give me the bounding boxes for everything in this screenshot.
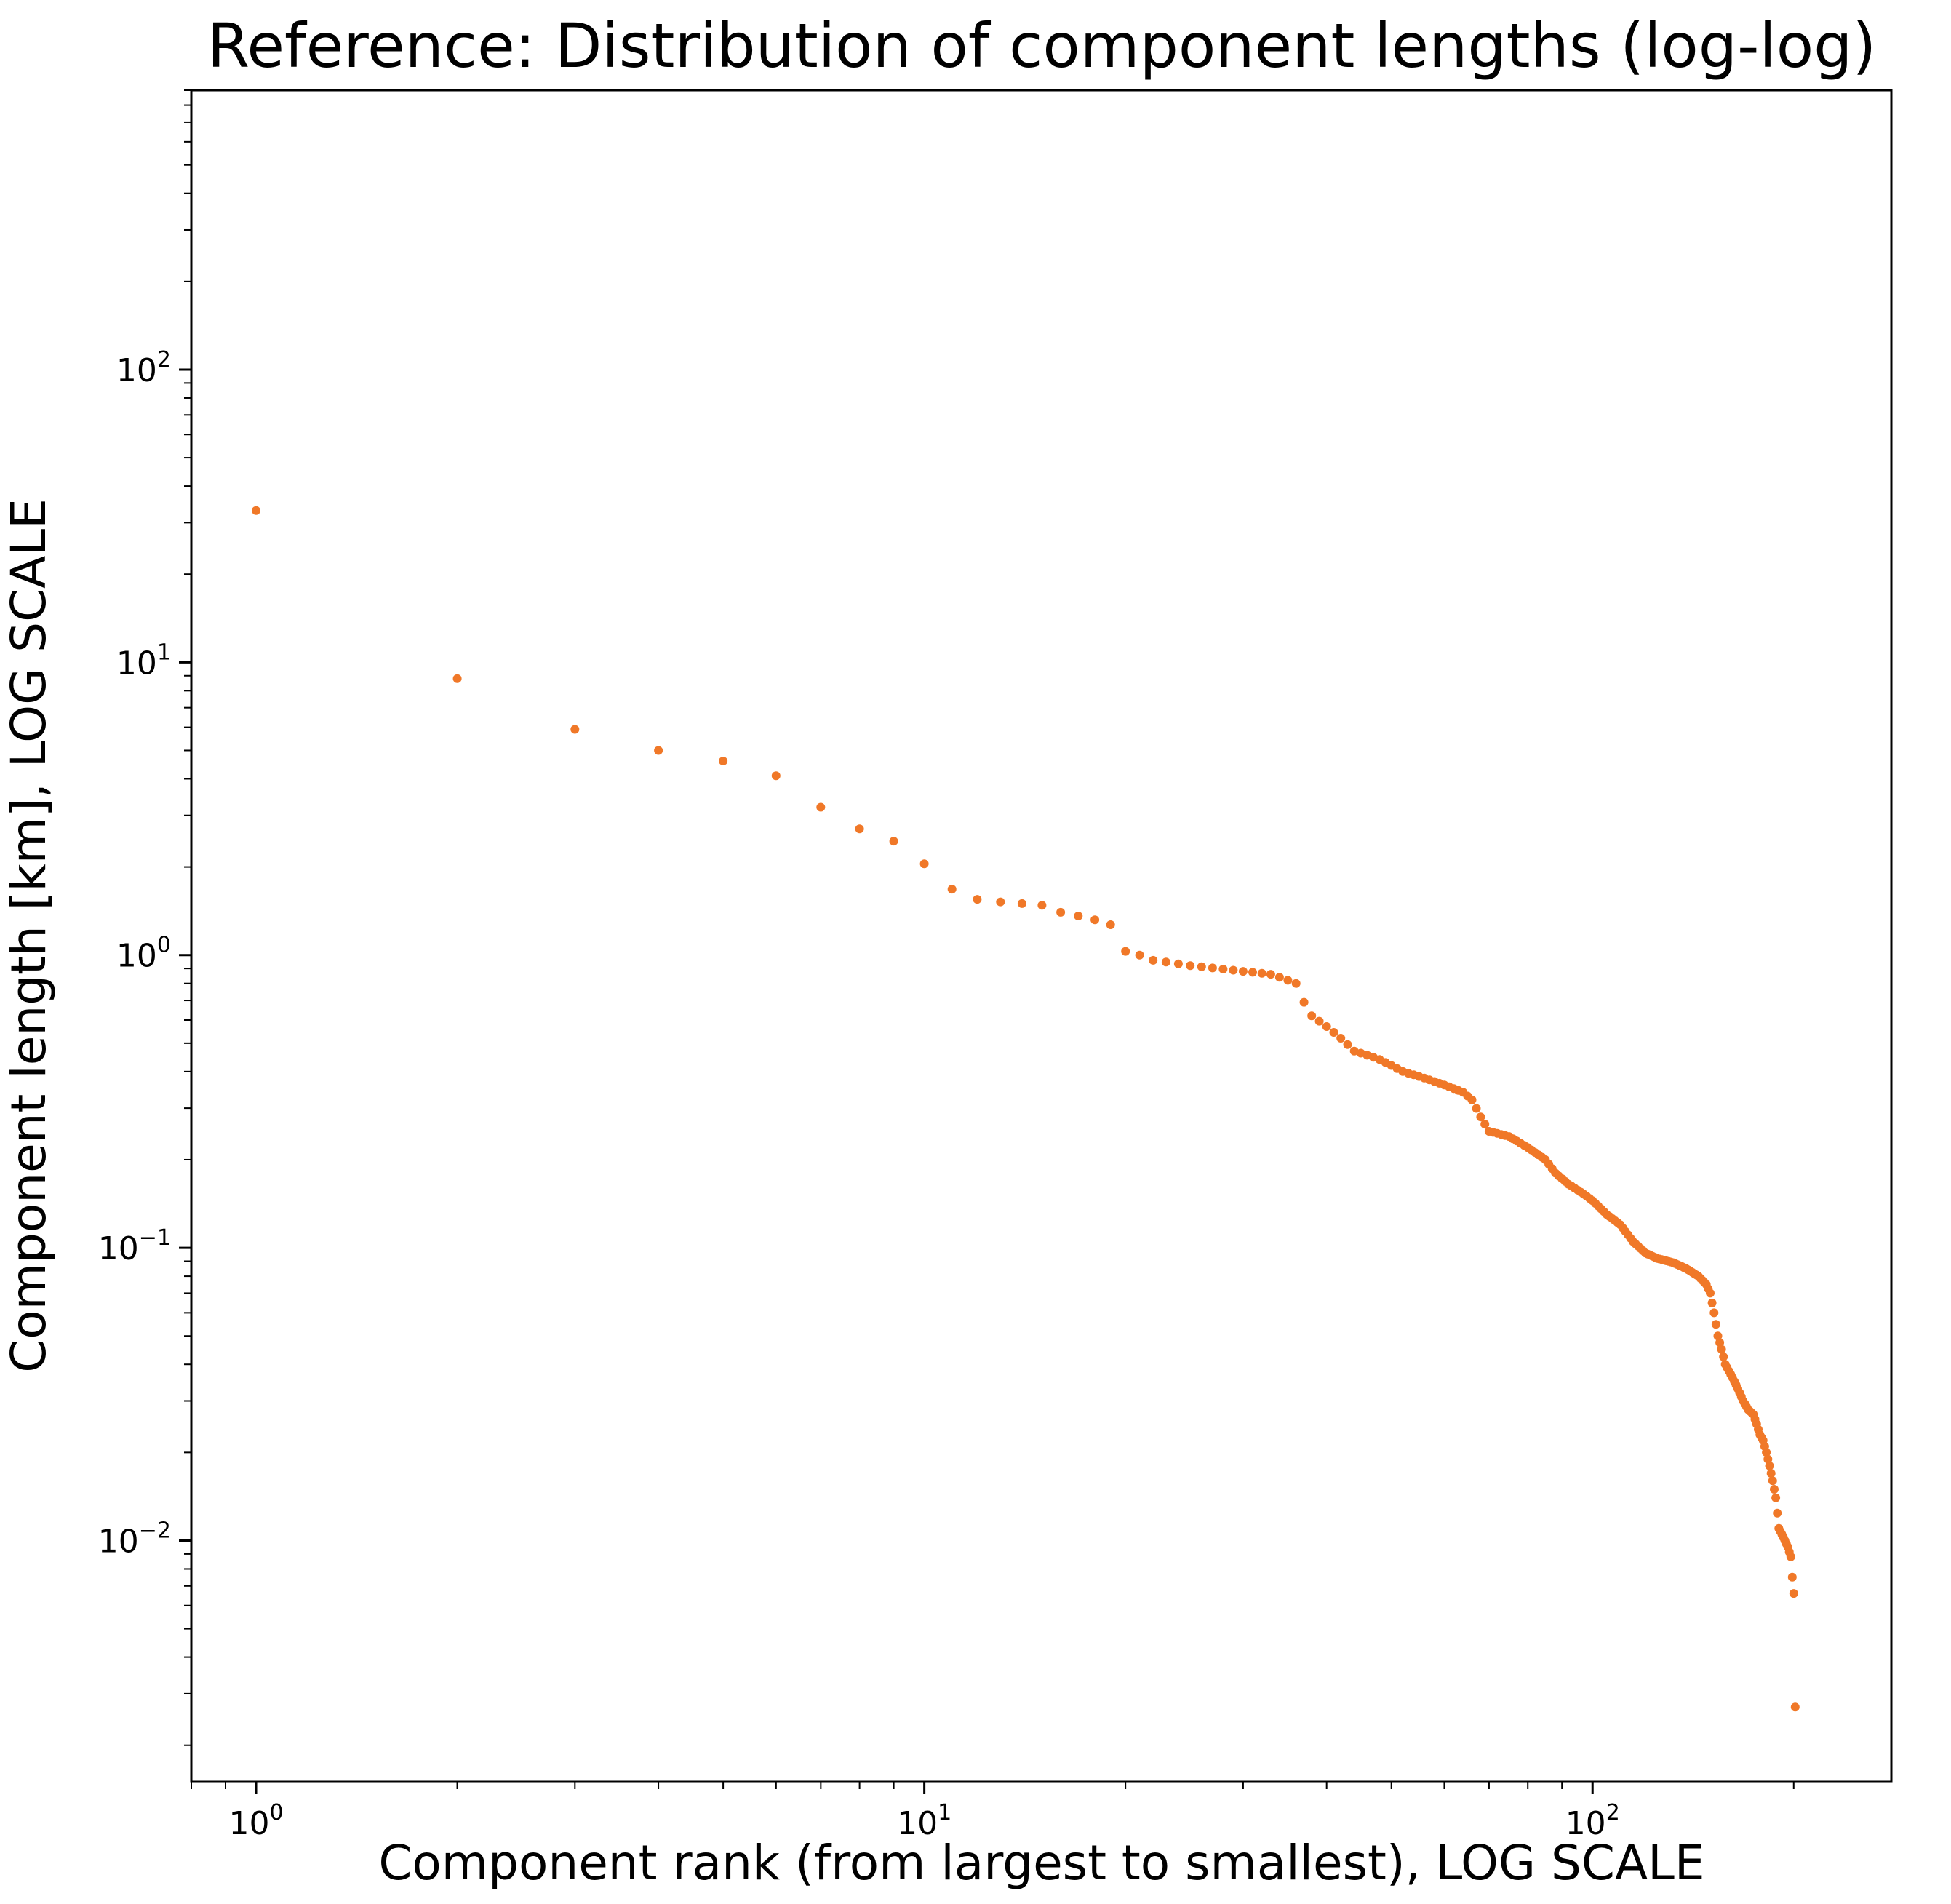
data-point — [1017, 899, 1026, 908]
data-points — [252, 506, 1800, 1712]
data-point — [947, 885, 957, 894]
data-point — [1283, 976, 1293, 985]
data-point — [1343, 1040, 1352, 1049]
data-point — [1476, 1112, 1485, 1122]
data-point — [1291, 979, 1301, 988]
data-point — [1329, 1028, 1338, 1037]
x-axis-ticks: 100 101 102 — [191, 1782, 1795, 1842]
data-point — [1763, 1454, 1773, 1464]
data-point — [1186, 961, 1195, 971]
y-axis-label: Component length [km], LOG SCALE — [1, 498, 57, 1373]
data-point — [252, 506, 260, 515]
y-axis-ticks: 10−2 10−1 100 101 102 — [98, 89, 191, 1746]
data-point — [1074, 912, 1083, 920]
data-point — [1707, 1298, 1717, 1307]
y-tick-label: 101 — [116, 640, 171, 682]
plot-area-frame — [190, 89, 1893, 1783]
data-point — [1709, 1308, 1719, 1318]
data-point — [1766, 1469, 1776, 1478]
data-point — [855, 824, 864, 834]
data-point — [1790, 1702, 1800, 1712]
data-point — [1322, 1022, 1331, 1031]
data-point — [1472, 1104, 1481, 1113]
data-point — [816, 802, 826, 812]
data-point — [1336, 1034, 1346, 1043]
data-point — [1173, 959, 1183, 968]
data-point — [1773, 1508, 1782, 1518]
data-point — [1770, 1485, 1779, 1494]
data-point — [1786, 1552, 1795, 1561]
data-point — [452, 674, 462, 683]
data-point — [1771, 1493, 1781, 1502]
data-point — [996, 897, 1005, 907]
data-point — [1299, 997, 1309, 1007]
data-point — [1768, 1476, 1777, 1486]
data-point — [919, 859, 929, 869]
data-point — [1257, 968, 1266, 978]
x-axis-label: Component rank (from largest to smallest… — [378, 1835, 1704, 1891]
data-point — [1314, 1016, 1324, 1026]
data-point — [1715, 1338, 1725, 1347]
data-point — [1229, 965, 1238, 975]
data-point — [1762, 1448, 1771, 1457]
data-point — [1765, 1461, 1774, 1470]
data-point — [1719, 1352, 1728, 1361]
data-point — [1037, 901, 1047, 910]
data-point — [1090, 915, 1100, 925]
data-point — [1711, 1320, 1720, 1329]
x-tick-label: 102 — [1565, 1800, 1620, 1842]
x-tick-label: 101 — [897, 1800, 951, 1842]
y-tick-label: 102 — [116, 347, 171, 389]
data-point — [719, 757, 728, 765]
data-point — [1266, 970, 1275, 979]
data-point — [1149, 955, 1158, 965]
data-point — [1197, 962, 1206, 971]
data-point — [1106, 920, 1115, 929]
y-tick-label: 10−2 — [98, 1518, 171, 1560]
data-point — [1274, 973, 1284, 982]
data-point — [1218, 965, 1228, 973]
x-tick-label: 100 — [228, 1800, 283, 1842]
data-point — [1121, 947, 1130, 956]
data-point — [1713, 1331, 1723, 1341]
data-point — [1467, 1095, 1477, 1104]
y-tick-label: 100 — [116, 933, 171, 975]
data-point — [1307, 1011, 1317, 1021]
data-point — [1161, 957, 1170, 967]
data-point — [1480, 1120, 1490, 1129]
data-point — [889, 837, 898, 846]
data-point — [1789, 1589, 1798, 1598]
y-tick-label: 10−1 — [98, 1225, 171, 1267]
data-point — [1248, 968, 1257, 977]
chart-title: Reference: Distribution of component len… — [207, 10, 1877, 81]
data-point — [1717, 1345, 1726, 1354]
data-point — [973, 895, 982, 904]
data-point — [1208, 963, 1217, 973]
data-point — [654, 746, 663, 755]
data-point — [1238, 967, 1248, 976]
data-point — [771, 771, 781, 781]
data-point — [1349, 1046, 1359, 1056]
data-point — [570, 725, 580, 734]
data-point — [1787, 1572, 1797, 1582]
data-point — [1706, 1288, 1715, 1298]
data-point — [1135, 950, 1144, 960]
data-point — [1056, 907, 1066, 917]
